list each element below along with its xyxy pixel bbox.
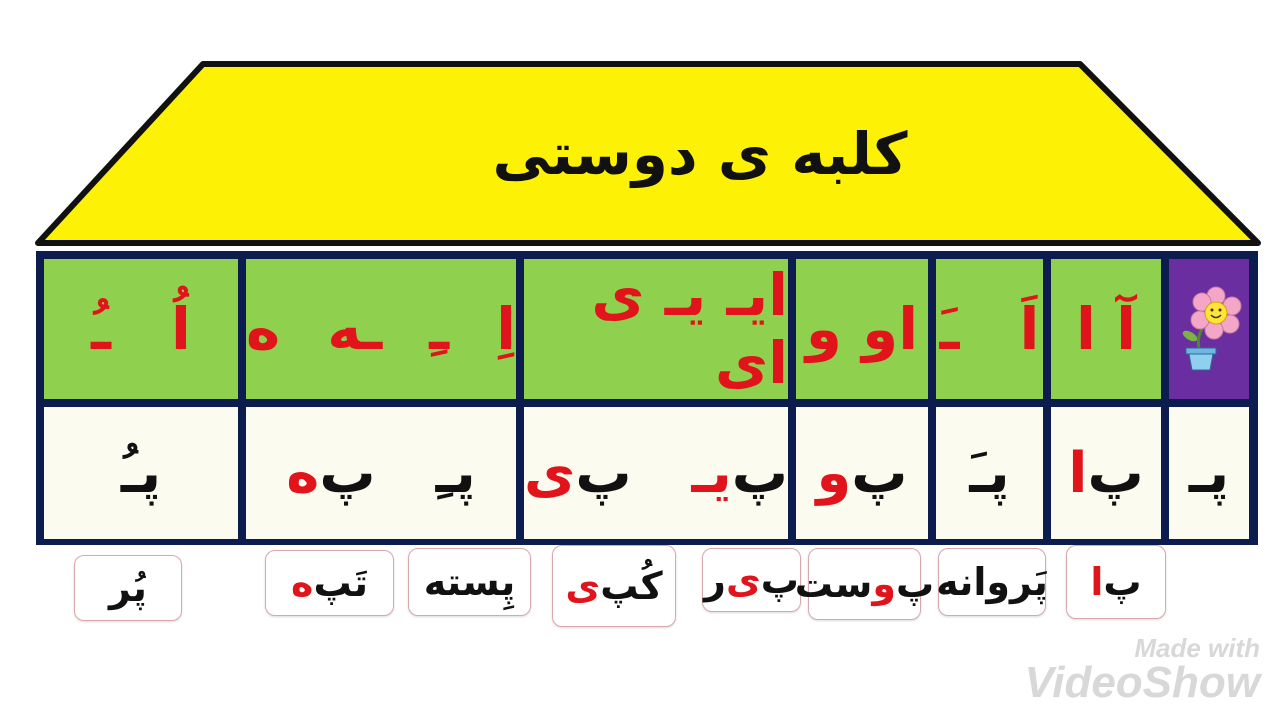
page-title: کلبه ی دوستی xyxy=(492,120,908,188)
text-segment: پـ xyxy=(1188,440,1230,506)
watermark: Made with VideoShow xyxy=(1025,633,1261,708)
text-segment: یـ xyxy=(691,440,732,506)
text-segment: ه xyxy=(286,440,320,506)
vowel-table: اُ ـُ اِ ـِ ـه ه ایـ یـ ی ای او و اَ ـَ آ ا پ… xyxy=(36,251,1258,545)
text-segment: اِ xyxy=(496,295,516,363)
text-segment: پ xyxy=(851,440,908,506)
word-card[interactable]: کُپ ی xyxy=(552,545,676,627)
text-segment: کُپ xyxy=(600,564,663,608)
header-cell-o: اُ ـُ xyxy=(44,259,238,399)
text-segment: ی xyxy=(565,564,601,608)
header-cell-i: ایـ یـ ی ای xyxy=(524,259,788,399)
text-segment: ا xyxy=(1090,560,1104,604)
syllable-cell: پ یـ پ ی xyxy=(524,407,788,539)
syllable-cell: پـ xyxy=(1169,407,1249,539)
text-segment: پ xyxy=(896,562,935,606)
text-segment: ی xyxy=(524,440,576,506)
watermark-line1: Made with xyxy=(1134,633,1260,663)
text-segment: ست xyxy=(794,562,873,606)
text-segment: آ ا xyxy=(1076,295,1136,363)
text-segment: ـَ xyxy=(939,295,960,363)
syllable-cell: پـَ xyxy=(936,407,1043,539)
text-segment: و xyxy=(816,440,852,506)
text-segment: پُر xyxy=(109,566,147,610)
header-cell-aa: آ ا xyxy=(1051,259,1161,399)
text-segment: پ xyxy=(760,558,799,602)
text-segment: پـَ xyxy=(969,440,1010,506)
word-card[interactable]: پ و ست xyxy=(795,548,934,620)
text-segment: تَپ xyxy=(313,561,368,605)
header-cell-e: اِ ـِ ـه ه xyxy=(246,259,516,399)
icon-cell xyxy=(1169,259,1249,399)
watermark-line2: VideoShow xyxy=(1024,658,1261,707)
word-card[interactable]: پُر xyxy=(74,555,182,621)
header-cell-a: اَ ـَ xyxy=(936,259,1043,399)
text-segment: ایـ یـ ی ای xyxy=(591,261,788,397)
text-segment: پ xyxy=(731,440,788,506)
text-segment: اَ xyxy=(1019,295,1040,363)
syllable-cell: پـُ xyxy=(44,407,238,539)
text-segment: ـه xyxy=(327,295,383,363)
text-segment: ـِ xyxy=(429,295,450,363)
text-segment: پـِ xyxy=(435,440,476,506)
roof xyxy=(35,61,1261,246)
text-segment: ر xyxy=(704,558,726,602)
text-segment: او و xyxy=(805,295,919,363)
text-segment: ه xyxy=(291,561,314,605)
text-segment: پ xyxy=(575,440,632,506)
word-card[interactable]: پِسته xyxy=(408,548,531,616)
text-segment: ی xyxy=(725,558,761,602)
text-segment: ه xyxy=(245,295,281,363)
text-segment: پ xyxy=(1103,560,1142,604)
syllable-cell: پـِ پ ه xyxy=(246,407,516,539)
text-segment: پ xyxy=(1087,440,1144,506)
text-segment: پ xyxy=(319,440,376,506)
header-cell-u: او و xyxy=(796,259,928,399)
text-segment: و xyxy=(872,562,897,606)
text-segment: ـُ xyxy=(91,295,111,363)
text-segment: اُ xyxy=(170,295,191,363)
smiling-flower-pot-icon xyxy=(1182,286,1242,371)
word-card[interactable]: پَروانه xyxy=(936,548,1048,616)
word-card[interactable]: تَپ ه xyxy=(265,550,394,616)
text-segment: پِسته xyxy=(423,560,516,604)
text-segment: پـُ xyxy=(120,440,162,506)
text-segment: ا xyxy=(1068,440,1088,506)
text-segment: پَروانه xyxy=(936,560,1048,604)
